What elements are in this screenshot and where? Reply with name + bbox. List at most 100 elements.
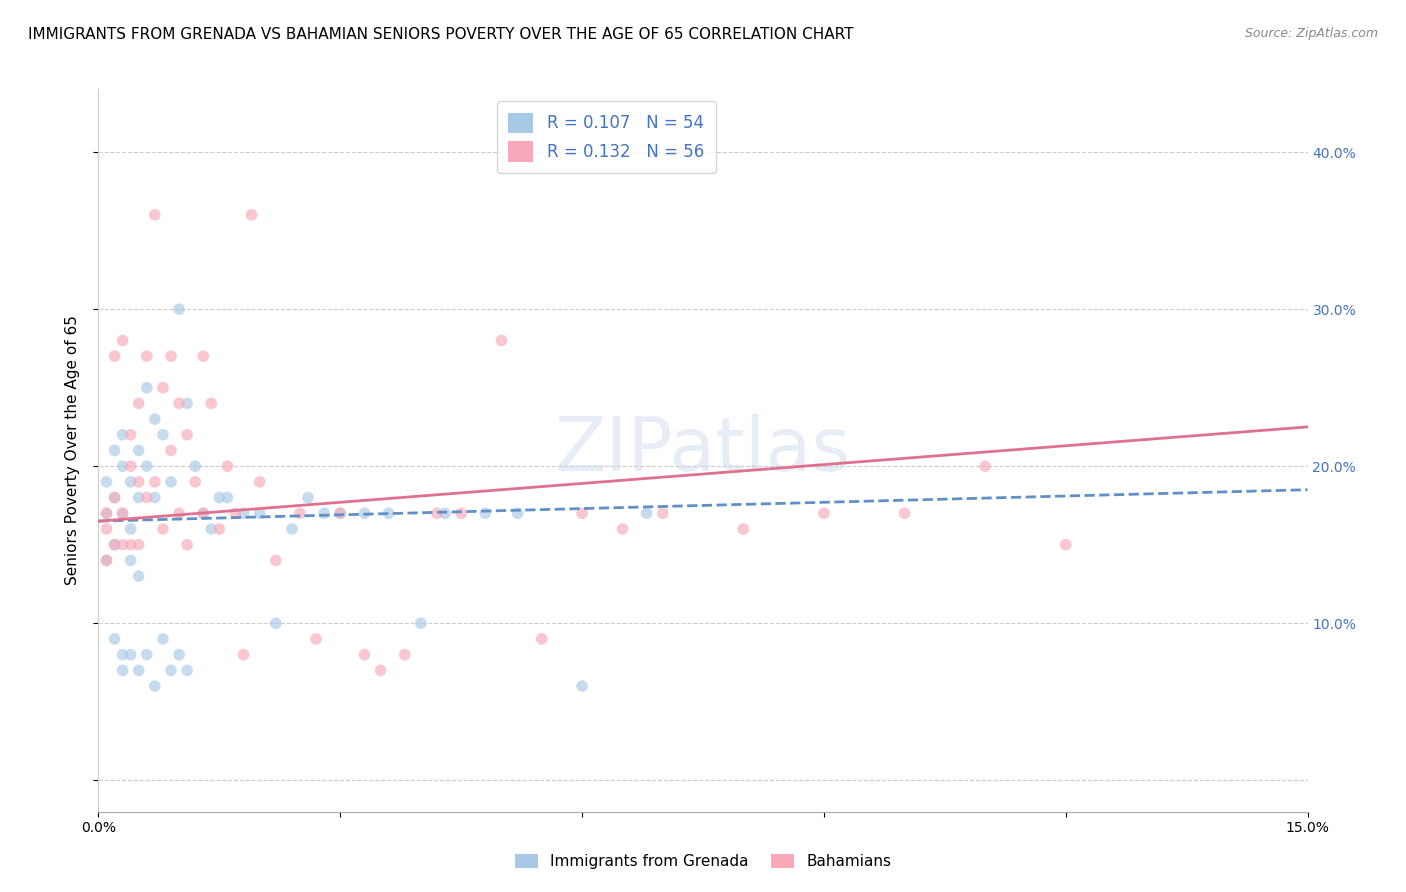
Point: [128, 538, 150, 552]
Point: [394, 648, 416, 662]
Point: [96, 506, 118, 520]
Point: [96, 475, 118, 489]
Text: IMMIGRANTS FROM GRENADA VS BAHAMIAN SENIORS POVERTY OVER THE AGE OF 65 CORRELATI: IMMIGRANTS FROM GRENADA VS BAHAMIAN SENI…: [28, 27, 853, 42]
Point: [135, 349, 157, 363]
Point: [1054, 538, 1077, 552]
Point: [232, 506, 254, 520]
Point: [135, 491, 157, 505]
Point: [128, 396, 150, 410]
Point: [167, 506, 190, 520]
Point: [264, 616, 287, 631]
Point: [426, 506, 449, 520]
Point: [111, 334, 134, 348]
Point: [474, 506, 496, 520]
Point: [893, 506, 915, 520]
Point: [120, 648, 142, 662]
Point: [288, 506, 311, 520]
Point: [103, 491, 125, 505]
Point: [329, 506, 352, 520]
Point: [813, 506, 835, 520]
Point: [120, 459, 142, 474]
Point: [135, 648, 157, 662]
Point: [314, 506, 336, 520]
Point: [193, 349, 215, 363]
Point: [143, 208, 166, 222]
Point: [224, 506, 246, 520]
Point: [111, 648, 134, 662]
Point: [612, 522, 634, 536]
Legend: R = 0.107   N = 54, R = 0.132   N = 56: R = 0.107 N = 54, R = 0.132 N = 56: [496, 101, 716, 173]
Point: [208, 522, 231, 536]
Point: [103, 538, 125, 552]
Point: [353, 506, 375, 520]
Point: [143, 412, 166, 426]
Point: [103, 443, 125, 458]
Point: [305, 632, 328, 646]
Point: [167, 396, 190, 410]
Point: [264, 553, 287, 567]
Point: [96, 522, 118, 536]
Point: [111, 538, 134, 552]
Point: [111, 664, 134, 678]
Point: [232, 648, 254, 662]
Point: [249, 506, 271, 520]
Point: [297, 491, 319, 505]
Point: [571, 506, 593, 520]
Point: [200, 522, 222, 536]
Point: [152, 632, 174, 646]
Point: [120, 522, 142, 536]
Point: [176, 664, 198, 678]
Point: [111, 459, 134, 474]
Point: [103, 632, 125, 646]
Point: [111, 506, 134, 520]
Text: Source: ZipAtlas.com: Source: ZipAtlas.com: [1244, 27, 1378, 40]
Point: [160, 443, 183, 458]
Point: [135, 381, 157, 395]
Point: [143, 475, 166, 489]
Point: [217, 491, 239, 505]
Point: [167, 302, 190, 317]
Point: [160, 475, 183, 489]
Point: [377, 506, 399, 520]
Point: [135, 459, 157, 474]
Point: [143, 491, 166, 505]
Point: [111, 506, 134, 520]
Point: [128, 569, 150, 583]
Point: [329, 506, 352, 520]
Point: [409, 616, 432, 631]
Point: [450, 506, 472, 520]
Point: [176, 538, 198, 552]
Point: [160, 664, 183, 678]
Point: [103, 538, 125, 552]
Point: [249, 475, 271, 489]
Point: [208, 491, 231, 505]
Legend: Immigrants from Grenada, Bahamians: Immigrants from Grenada, Bahamians: [509, 848, 897, 875]
Point: [120, 538, 142, 552]
Point: [184, 475, 207, 489]
Point: [143, 679, 166, 693]
Point: [120, 475, 142, 489]
Point: [167, 648, 190, 662]
Text: ZIPatlas: ZIPatlas: [555, 414, 851, 487]
Point: [96, 553, 118, 567]
Point: [506, 506, 529, 520]
Point: [152, 427, 174, 442]
Point: [111, 427, 134, 442]
Point: [974, 459, 997, 474]
Point: [103, 349, 125, 363]
Point: [370, 664, 392, 678]
Point: [103, 491, 125, 505]
Point: [120, 553, 142, 567]
Point: [240, 208, 263, 222]
Point: [128, 475, 150, 489]
Point: [491, 334, 513, 348]
Point: [128, 664, 150, 678]
Point: [200, 396, 222, 410]
Point: [530, 632, 553, 646]
Point: [160, 349, 183, 363]
Point: [152, 381, 174, 395]
Y-axis label: Seniors Poverty Over the Age of 65: Seniors Poverty Over the Age of 65: [65, 316, 80, 585]
Point: [96, 553, 118, 567]
Point: [128, 443, 150, 458]
Point: [128, 491, 150, 505]
